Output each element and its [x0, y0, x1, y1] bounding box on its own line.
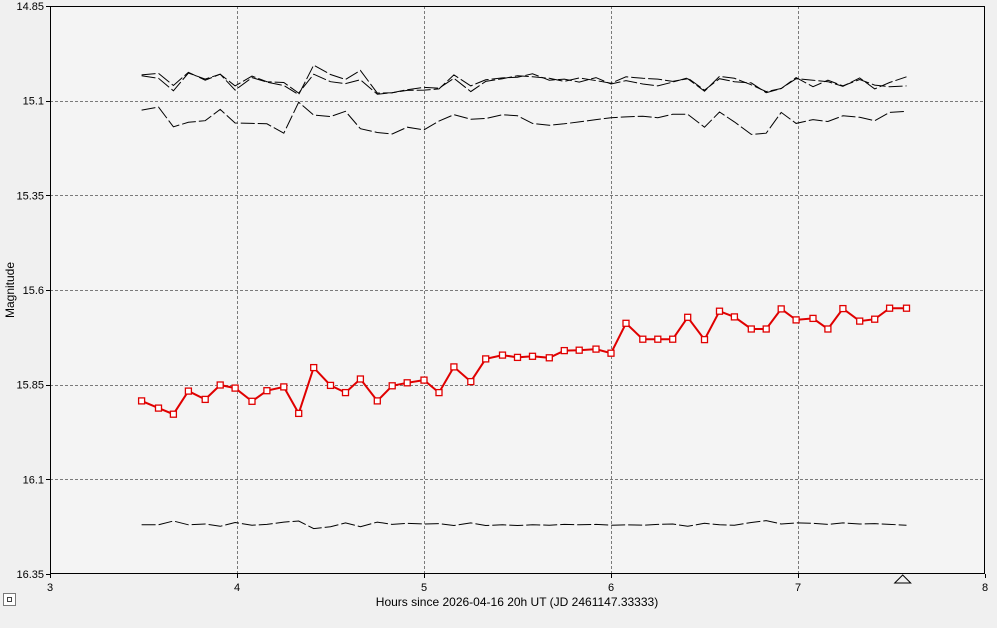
target-data-point[interactable]: [560, 346, 568, 355]
x-axis: 3 4 5 6 7 8: [47, 574, 988, 594]
target-data-point[interactable]: [715, 307, 724, 315]
target-data-point[interactable]: [762, 325, 770, 333]
target-data-point[interactable]: [201, 395, 209, 404]
target-data-point[interactable]: [450, 363, 458, 371]
target-data-point[interactable]: [420, 376, 428, 384]
x-tick-label: 7: [795, 582, 801, 594]
x-tick-label: 6: [608, 582, 614, 594]
target-data-point[interactable]: [669, 335, 677, 343]
target-data-point[interactable]: [730, 313, 739, 321]
target-data-point[interactable]: [356, 375, 365, 383]
target-data-point[interactable]: [654, 335, 662, 343]
x-tick-label: 5: [421, 582, 427, 594]
target-data-point[interactable]: [545, 354, 553, 362]
y-axis-label: Magnitude: [3, 262, 17, 318]
target-data-point[interactable]: [856, 317, 864, 325]
target-data-point[interactable]: [280, 383, 288, 391]
target-data-point[interactable]: [592, 345, 600, 353]
target-data-point[interactable]: [388, 382, 396, 390]
target-data-point[interactable]: [263, 387, 271, 395]
target-data-point[interactable]: [639, 335, 647, 343]
target-data-point[interactable]: [700, 335, 709, 344]
target-data-point[interactable]: [248, 397, 256, 405]
x-tick-label: 8: [982, 582, 988, 594]
target-data-point[interactable]: [607, 349, 615, 357]
target-data-point[interactable]: [513, 353, 522, 362]
target-data-point[interactable]: [403, 379, 411, 387]
series-group: [137, 64, 911, 530]
target-data-point[interactable]: [684, 313, 692, 321]
target-data-point[interactable]: [326, 381, 335, 390]
target-data-point[interactable]: [216, 381, 224, 389]
target-data-point[interactable]: [809, 314, 817, 323]
target-data-point[interactable]: [885, 304, 894, 312]
y-tick-label: 16.1: [23, 474, 44, 486]
target-data-point[interactable]: [528, 352, 537, 360]
target-data-point[interactable]: [310, 363, 318, 372]
y-tick-label: 15.6: [23, 285, 44, 297]
comparison-star-series-line: [141, 71, 907, 95]
target-data-point[interactable]: [169, 410, 178, 418]
target-data-point[interactable]: [467, 377, 475, 386]
target-data-point[interactable]: [482, 355, 490, 363]
y-tick-label: 16.35: [16, 569, 44, 581]
target-data-point[interactable]: [839, 304, 847, 313]
target-data-point[interactable]: [137, 397, 146, 405]
time-marker-triangle-icon[interactable]: [893, 574, 912, 584]
comparison-star-series-line: [141, 64, 907, 96]
target-data-point[interactable]: [824, 325, 832, 333]
target-data-point[interactable]: [435, 388, 443, 397]
y-tick-label: 15.1: [23, 96, 44, 108]
square-icon: [7, 597, 12, 602]
y-axis: 14.85 15.1 15.35 15.6 15.85 16.1 16.35: [16, 1, 50, 581]
plot-frame: [50, 6, 985, 574]
target-data-point[interactable]: [575, 346, 583, 354]
target-data-point[interactable]: [622, 319, 630, 327]
target-data-point[interactable]: [498, 351, 507, 359]
x-tick-label: 4: [234, 582, 240, 594]
target-data-point[interactable]: [341, 388, 350, 397]
target-data-point[interactable]: [373, 397, 381, 405]
target-data-point[interactable]: [792, 316, 800, 324]
target-data-point[interactable]: [902, 304, 911, 312]
x-tick-label: 3: [47, 582, 53, 594]
view-toggle-button[interactable]: [3, 593, 16, 606]
check-star-series-line: [141, 101, 907, 135]
y-tick-label: 15.85: [16, 380, 44, 392]
y-tick-label: 15.35: [16, 190, 44, 202]
target-data-point[interactable]: [154, 404, 163, 412]
x-axis-label: Hours since 2026-04-16 20h UT (JD 246114…: [376, 595, 658, 609]
target-data-point[interactable]: [777, 305, 785, 313]
target-data-point[interactable]: [295, 409, 303, 418]
target-data-point[interactable]: [871, 315, 879, 323]
y-tick-label: 14.85: [16, 1, 44, 13]
target-data-point[interactable]: [747, 325, 755, 333]
check-star-series-line: [141, 520, 907, 530]
grid: [50, 6, 985, 574]
target-data-point[interactable]: [184, 387, 193, 395]
target-data-point[interactable]: [231, 384, 239, 392]
